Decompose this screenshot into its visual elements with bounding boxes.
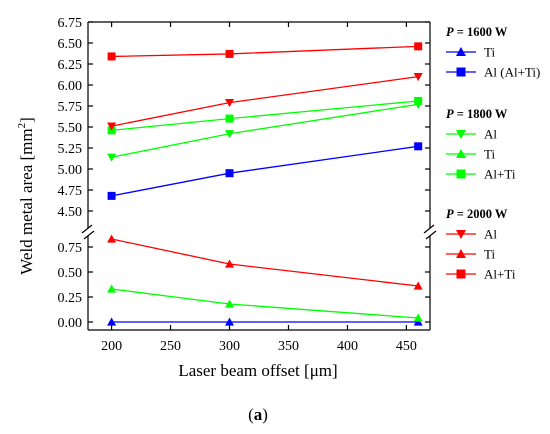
legend-swatch-marker: [456, 169, 466, 179]
legend-title-value: = 1800 W: [454, 107, 508, 121]
plot-area: 4.50 4.75 5.00 5.25 5.50 5.75 6.00 6.25 6.50 6.75…: [58, 16, 438, 354]
legend-title-variable: P: [446, 107, 454, 121]
data-point-al-ti-2000-w: [107, 52, 116, 61]
data-point-al-al-ti-1600-w: [225, 169, 234, 178]
y-lower-tick-label: 0.00: [58, 316, 83, 331]
legend-swatch-marker: [456, 47, 466, 56]
data-point-al-2000-w: [413, 73, 423, 82]
svg-text:Weld metal area [mm2]: Weld metal area [mm2]: [16, 117, 36, 275]
data-point-ti-1600-w: [225, 317, 235, 326]
legend-swatch-marker: [456, 230, 466, 239]
legend-swatch-marker: [456, 249, 466, 258]
y-upper-tick-label: 5.00: [58, 163, 83, 178]
y-upper-tick-label: 6.50: [58, 37, 83, 52]
legend-swatch-marker: [456, 67, 466, 77]
y-upper-tick-label: 4.50: [58, 205, 83, 220]
y-upper-tick-label: 6.00: [58, 79, 83, 94]
legend-label: Ti: [484, 147, 495, 162]
series-layer: [107, 42, 423, 326]
x-tick-label: 350: [278, 339, 299, 354]
y-axis-title-bracket: ]: [17, 117, 36, 123]
legend-title-value: = 2000 W: [454, 207, 508, 221]
data-point-al-2000-w: [225, 99, 235, 108]
figure-caption: (a): [248, 405, 268, 424]
data-point-al-ti-1800-w: [414, 96, 423, 105]
x-tick-label: 300: [219, 339, 240, 354]
legend-label: Al: [484, 227, 497, 242]
y-axis-title-superscript: 2: [16, 123, 28, 129]
data-point-ti-2000-w: [413, 281, 423, 290]
legend-label: Al (Al+Ti): [484, 65, 540, 80]
data-point-ti-1800-w: [413, 313, 423, 322]
legend-label: Ti: [484, 45, 495, 60]
axis-break-mark-left: [83, 230, 95, 240]
data-point-ti-1800-w: [107, 284, 117, 293]
y-upper-tick-label: 5.50: [58, 121, 83, 136]
y-lower-tick-label: 0.75: [58, 241, 83, 256]
legend-group-title: P = 2000 W: [446, 207, 508, 221]
x-tick-label: 450: [396, 339, 417, 354]
data-point-al-ti-2000-w: [414, 42, 423, 51]
x-tick-label: 250: [160, 339, 181, 354]
data-point-al-al-ti-1600-w: [107, 191, 116, 200]
data-point-al-ti-1800-w: [225, 114, 234, 123]
data-point-ti-2000-w: [225, 259, 235, 268]
data-point-al-1800-w: [107, 153, 117, 162]
legend-title-variable: P: [446, 207, 454, 221]
y-axis-title-text: Weld metal area [mm: [17, 128, 36, 274]
legend-label: Ti: [484, 247, 495, 262]
y-upper-tick-label: 5.75: [58, 100, 83, 115]
data-point-ti-1800-w: [225, 299, 235, 308]
legend-label: Al+Ti: [484, 167, 516, 182]
data-point-ti-1600-w: [107, 317, 117, 326]
data-point-al-al-ti-1600-w: [414, 142, 423, 151]
legend-group-title: P = 1800 W: [446, 107, 508, 121]
data-point-al-2000-w: [107, 122, 117, 131]
y-axis-title: Weld metal area [mm2]: [16, 117, 36, 275]
x-tick-label: 400: [337, 339, 358, 354]
legend-title-variable: P: [446, 25, 454, 39]
y-upper-tick-label: 4.75: [58, 184, 83, 199]
axis-break-mark-left: [81, 224, 93, 234]
data-point-ti-2000-w: [107, 234, 117, 243]
y-lower-tick-label: 0.50: [58, 266, 83, 281]
legend-swatch-marker: [456, 130, 466, 139]
legend-title-value: = 1600 W: [454, 25, 508, 39]
y-upper-tick-label: 6.75: [58, 16, 83, 31]
axis-break-mark-right: [423, 224, 435, 234]
y-upper-tick-label: 5.25: [58, 142, 83, 157]
legend: P = 1600 W Ti Al (Al+Ti) P = 1800 W Al Ti Al+T…: [446, 25, 540, 282]
data-point-al-ti-2000-w: [225, 49, 234, 58]
legend-swatch-marker: [456, 149, 466, 158]
y-lower-tick-label: 0.25: [58, 291, 83, 306]
caption-letter: a: [254, 405, 263, 424]
caption-open: (: [248, 405, 254, 424]
legend-label: Al+Ti: [484, 267, 516, 282]
axis-break-gap-right: [422, 229, 438, 235]
data-point-al-1800-w: [225, 130, 235, 139]
axis-break-gap-left: [80, 229, 96, 235]
caption-close: ): [262, 405, 268, 424]
x-axis-title: Laser beam offset [μm]: [178, 361, 337, 380]
y-upper-tick-label: 6.25: [58, 58, 83, 73]
legend-swatch-marker: [456, 269, 466, 279]
legend-group-title: P = 1600 W: [446, 25, 508, 39]
axis-break-mark-right: [425, 230, 437, 240]
legend-label: Al: [484, 127, 497, 142]
x-tick-label: 200: [101, 339, 122, 354]
